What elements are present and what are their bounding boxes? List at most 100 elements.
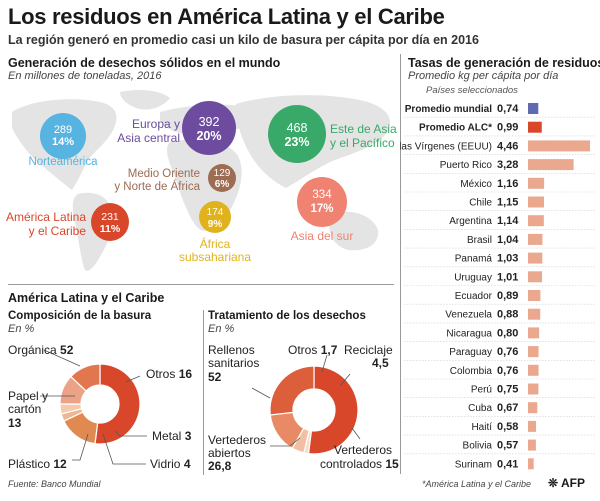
rate-label: Puerto Rico bbox=[440, 160, 493, 171]
comp-label-metal: Metal 3 bbox=[152, 429, 192, 443]
comp-label-organica: Orgánica 52 bbox=[8, 343, 74, 357]
rate-value: 4,46 bbox=[497, 140, 518, 152]
rate-value: 0,88 bbox=[497, 309, 518, 321]
rate-label: Venezuela bbox=[445, 310, 492, 321]
label-latam-line2: y el Caribe bbox=[29, 224, 87, 238]
label-south-asia: Asia del sur bbox=[291, 229, 354, 243]
rate-bar bbox=[528, 290, 541, 301]
rate-label: Haití bbox=[471, 422, 492, 433]
footnote: *América Latina y el Caribe bbox=[422, 479, 532, 489]
bubble-middle-east-share: 6% bbox=[215, 179, 230, 190]
treat-label-rellenos-line1: Rellenos bbox=[208, 343, 255, 357]
rate-bar bbox=[528, 103, 539, 114]
bubble-south-asia bbox=[297, 177, 347, 227]
bubble-north-america-value: 289 bbox=[54, 124, 72, 136]
rate-bar bbox=[528, 346, 539, 358]
treatment-heading: Tratamiento de los desechos bbox=[208, 310, 366, 322]
world-subheading: En millones de toneladas, 2016 bbox=[8, 70, 162, 82]
rate-value: 0,76 bbox=[497, 365, 518, 377]
label-africa-line2: subsahariana bbox=[179, 250, 251, 264]
bubble-europe-value: 392 bbox=[199, 115, 220, 129]
afp-logo: ❊ AFP bbox=[548, 476, 585, 490]
rate-value: 0,80 bbox=[497, 327, 518, 339]
rate-bar bbox=[528, 159, 574, 171]
treatment-donut-chart: Rellenos sanitarios 52 Otros 1,7 Recicla… bbox=[208, 343, 399, 473]
bubble-east-asia-value: 468 bbox=[287, 121, 308, 135]
bubble-north-america-share: 14% bbox=[52, 136, 74, 148]
treat-label-reciclaje: Reciclaje bbox=[344, 343, 393, 357]
rate-bar bbox=[528, 308, 541, 320]
bubble-latam-share: 11% bbox=[100, 223, 121, 235]
rate-bar bbox=[528, 121, 542, 133]
rate-label: Surinam bbox=[455, 459, 492, 470]
bubble-latam-value: 231 bbox=[101, 211, 119, 223]
rate-value: 1,04 bbox=[497, 234, 519, 246]
composition-heading: Composición de la basura bbox=[8, 310, 152, 322]
label-latam-line1: América Latina bbox=[6, 210, 86, 224]
rate-value: 1,01 bbox=[497, 271, 518, 283]
composition-slice-5 bbox=[69, 363, 101, 392]
bubble-africa bbox=[199, 201, 231, 233]
rate-value: 0,67 bbox=[497, 402, 518, 414]
treatment-slice-4 bbox=[269, 365, 315, 416]
afp-logo-text: AFP bbox=[560, 476, 585, 490]
rate-value: 0,57 bbox=[497, 440, 518, 452]
bubble-middle-east-value: 129 bbox=[214, 168, 231, 179]
rate-bar bbox=[528, 177, 545, 189]
rate-value: 0,75 bbox=[497, 384, 518, 396]
comp-label-papel-line2: cartón bbox=[8, 402, 41, 416]
rate-bar bbox=[528, 140, 590, 152]
treat-label-rellenos-line2: sanitarios bbox=[208, 356, 259, 370]
rates-heading: Tasas de generación de residuos bbox=[408, 56, 600, 70]
rate-bar bbox=[528, 215, 544, 227]
treat-label-otros: Otros 1,7 bbox=[288, 343, 338, 357]
rate-bar bbox=[528, 364, 539, 376]
comp-label-vidrio: Vidrio 4 bbox=[150, 457, 191, 471]
world-bubble-map: 289 14% Norteamérica 392 20% Europa y As… bbox=[6, 90, 397, 271]
page-subtitle: La región generó en promedio casi un kil… bbox=[8, 33, 479, 47]
rate-value: 1,03 bbox=[497, 253, 518, 265]
rate-bar bbox=[528, 383, 539, 395]
rate-value: 1,16 bbox=[497, 178, 518, 190]
treat-label-abiertos-line1: Vertederos bbox=[208, 433, 266, 447]
rate-label: Uruguay bbox=[454, 272, 492, 283]
comp-label-plastico: Plástico 12 bbox=[8, 457, 67, 471]
rate-label: Ecuador bbox=[455, 291, 493, 302]
rate-value: 0,41 bbox=[497, 458, 518, 470]
rate-value: 0,58 bbox=[497, 421, 518, 433]
source-note: Fuente: Banco Mundial bbox=[8, 479, 101, 489]
label-middle-east-line2: y Norte de África bbox=[114, 180, 200, 193]
bubble-south-asia-value: 334 bbox=[312, 189, 332, 201]
bubble-europe-share: 20% bbox=[196, 129, 221, 143]
rate-bar bbox=[528, 233, 543, 245]
rates-bar-chart: Promedio mundial 0,74 Promedio ALC* 0,99 Isl… bbox=[400, 103, 596, 470]
donut-divider bbox=[203, 310, 204, 475]
rates-note: Países seleccionados bbox=[426, 85, 518, 96]
rate-label: Nicaragua bbox=[446, 328, 492, 339]
label-europe-line2: Asia central bbox=[117, 131, 180, 145]
treatment-slice-0 bbox=[307, 365, 359, 455]
rate-bar bbox=[528, 402, 538, 414]
rate-value: 3,28 bbox=[497, 159, 518, 171]
bubble-africa-value: 174 bbox=[207, 207, 224, 218]
rate-label: Islas Vírgenes (EEUU) bbox=[400, 141, 492, 152]
section-divider bbox=[8, 284, 394, 285]
composition-slices bbox=[59, 363, 141, 445]
rate-value: 1,14 bbox=[497, 215, 519, 227]
rate-bar bbox=[528, 420, 537, 432]
rate-label: Bolivia bbox=[463, 441, 493, 452]
treat-value-rellenos: 52 bbox=[208, 370, 222, 384]
rate-label: México bbox=[460, 179, 492, 190]
bubble-europe bbox=[182, 101, 236, 155]
rate-label: Perú bbox=[471, 385, 492, 396]
rate-label: Argentina bbox=[449, 216, 492, 227]
label-east-asia-line1: Este de Asia bbox=[330, 122, 397, 136]
treatment-slices bbox=[269, 365, 359, 455]
treat-value-abiertos: 26,8 bbox=[208, 459, 232, 473]
comp-label-otros: Otros 16 bbox=[146, 367, 192, 381]
label-north-america: Norteamérica bbox=[28, 156, 98, 168]
label-middle-east-line1: Medio Oriente bbox=[128, 168, 200, 180]
composition-unit: En % bbox=[8, 323, 35, 335]
rate-bar bbox=[528, 439, 536, 451]
bubble-latam bbox=[91, 203, 129, 241]
